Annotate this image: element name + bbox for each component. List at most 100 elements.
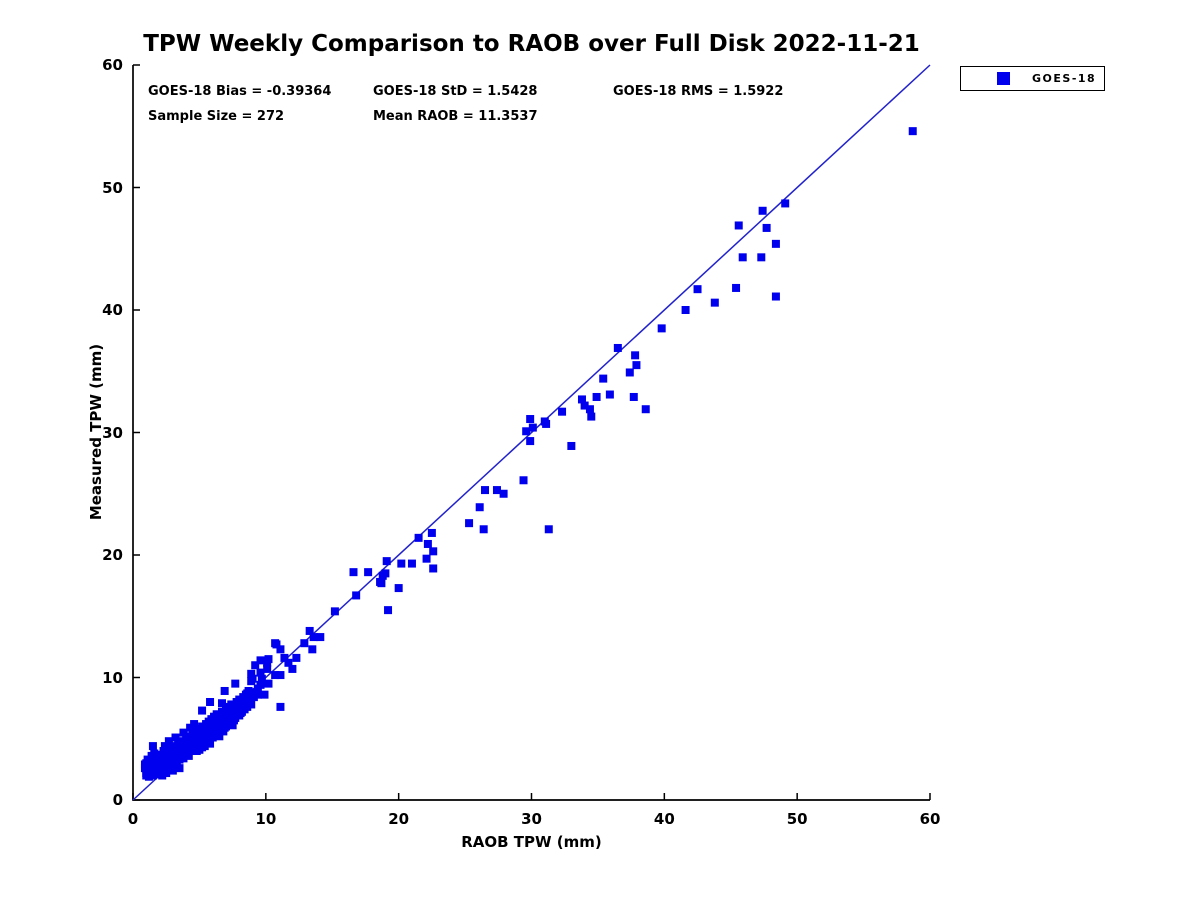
data-point xyxy=(148,742,157,751)
data-point xyxy=(200,742,209,751)
data-point xyxy=(585,405,594,414)
x-tick-label: 50 xyxy=(786,810,808,828)
data-point xyxy=(758,206,767,215)
data-point xyxy=(158,771,167,780)
data-point xyxy=(276,645,285,654)
data-point xyxy=(171,733,180,742)
x-axis-label: RAOB TPW (mm) xyxy=(461,833,602,851)
data-point xyxy=(605,390,614,399)
data-point xyxy=(198,706,207,715)
data-point xyxy=(168,766,177,775)
data-point xyxy=(381,569,390,578)
data-point xyxy=(528,423,537,432)
stat-std: GOES-18 StD = 1.5428 xyxy=(373,84,538,99)
data-point xyxy=(631,351,640,360)
data-point xyxy=(422,554,431,563)
data-point xyxy=(475,503,484,512)
y-tick-label: 50 xyxy=(102,178,123,197)
data-point xyxy=(164,737,173,746)
data-point xyxy=(140,760,149,769)
data-point xyxy=(757,253,766,262)
data-point xyxy=(519,476,528,485)
data-point xyxy=(625,368,634,377)
data-point xyxy=(364,568,373,577)
data-point xyxy=(288,664,297,673)
data-point xyxy=(248,674,257,683)
stat-sample-size: Sample Size = 272 xyxy=(148,109,285,124)
data-point xyxy=(248,688,257,697)
data-point xyxy=(781,199,790,208)
data-point xyxy=(629,392,638,401)
data-point xyxy=(429,564,438,573)
data-point xyxy=(427,528,436,537)
data-point xyxy=(632,361,641,370)
y-tick-label: 60 xyxy=(102,56,123,74)
data-point xyxy=(260,690,269,699)
y-tick-label: 0 xyxy=(112,791,123,809)
data-point xyxy=(284,658,293,667)
x-tick-label: 30 xyxy=(521,810,542,828)
data-point xyxy=(734,221,743,230)
data-point xyxy=(542,419,551,428)
data-point xyxy=(309,633,318,642)
data-point xyxy=(206,698,215,706)
data-point xyxy=(558,407,567,416)
data-point xyxy=(330,607,339,616)
data-point xyxy=(256,656,265,665)
data-point xyxy=(190,720,199,729)
data-point xyxy=(567,441,576,450)
data-point xyxy=(276,671,285,680)
data-point xyxy=(641,405,650,414)
data-point xyxy=(526,415,535,424)
data-point xyxy=(271,671,280,680)
data-point xyxy=(384,606,393,615)
data-point xyxy=(220,723,229,732)
data-point xyxy=(352,591,361,600)
data-point xyxy=(225,707,234,716)
data-point xyxy=(263,664,272,673)
data-point xyxy=(272,640,281,649)
data-point xyxy=(587,412,596,421)
data-point xyxy=(710,298,719,307)
data-point xyxy=(305,626,314,635)
data-point xyxy=(908,127,917,136)
x-tick-label: 10 xyxy=(255,810,277,828)
y-tick-label: 40 xyxy=(102,301,123,319)
data-point xyxy=(175,764,184,773)
data-point xyxy=(429,547,438,556)
data-point xyxy=(256,668,265,677)
data-point xyxy=(217,699,226,708)
data-point xyxy=(206,739,215,748)
legend: GOES-18 xyxy=(960,66,1105,91)
data-point xyxy=(481,486,490,495)
data-point xyxy=(580,401,589,410)
data-point xyxy=(599,374,608,383)
data-point xyxy=(215,732,224,741)
y-tick-label: 20 xyxy=(102,546,123,564)
data-point xyxy=(382,557,391,566)
x-tick-label: 0 xyxy=(127,810,139,828)
data-point xyxy=(227,700,236,709)
data-point xyxy=(256,680,265,689)
data-point xyxy=(771,239,780,248)
data-point xyxy=(264,679,273,688)
data-point xyxy=(522,427,531,436)
data-point xyxy=(407,559,416,568)
data-point xyxy=(526,437,535,446)
stat-bias: GOES-18 Bias = -0.39364 xyxy=(148,84,332,99)
data-point xyxy=(394,584,403,593)
stat-mean-raob: Mean RAOB = 11.3537 xyxy=(373,109,538,124)
data-point xyxy=(732,283,741,292)
data-point xyxy=(160,742,169,751)
data-point xyxy=(264,655,273,664)
x-tick-label: 40 xyxy=(653,810,675,828)
legend-label: GOES-18 xyxy=(1032,72,1097,85)
data-point xyxy=(231,679,240,688)
x-tick-label: 60 xyxy=(919,810,941,828)
data-point xyxy=(179,728,188,737)
data-point xyxy=(229,716,238,725)
data-point xyxy=(184,751,193,760)
data-point xyxy=(244,699,253,708)
data-point xyxy=(465,519,474,528)
